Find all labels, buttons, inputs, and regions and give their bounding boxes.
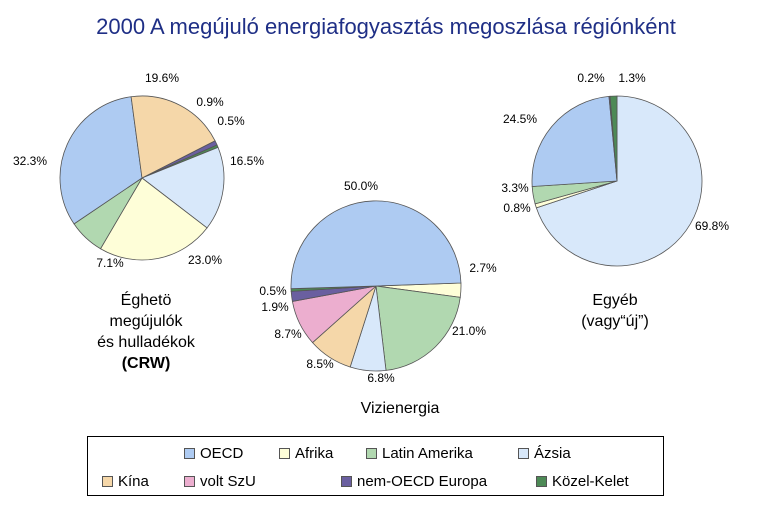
pie-crw-slice-azsia xyxy=(141,146,225,229)
legend-swatch xyxy=(279,447,290,459)
legend-label: volt SzU xyxy=(200,472,256,490)
legend-swatch xyxy=(184,447,195,459)
legend-label: Kína xyxy=(118,472,149,490)
pie-crw-slice-kina xyxy=(130,95,216,179)
legend-label: Közel-Kelet xyxy=(552,472,629,490)
legend-label: OECD xyxy=(200,444,244,462)
chart-title: 2000 A megújuló energiafogyasztás megosz… xyxy=(96,14,676,39)
pie-hydro-label-kina: 8.5% xyxy=(306,357,334,371)
legend-item-kozel: Közel-Kelet xyxy=(536,472,629,490)
pie-hydro-label-afrika: 2.7% xyxy=(469,261,497,275)
pie-other-label-oecd: 24.5% xyxy=(503,112,537,126)
pie-crw-name-line: és hulladékok xyxy=(97,334,195,351)
pie-hydro-label-latam: 21.0% xyxy=(452,324,486,338)
legend-item-kina: Kína xyxy=(102,472,149,490)
legend-swatch xyxy=(184,475,195,487)
legend-swatch xyxy=(366,447,377,459)
legend-item-azsia: Ázsia xyxy=(518,444,571,462)
pie-hydro-label-kozel: 0.5% xyxy=(259,284,287,298)
legend-item-afrika: Afrika xyxy=(279,444,333,462)
pie-other-name: Egyéb (vagy“új”) xyxy=(545,290,685,332)
pie-hydro-label-oecd: 50.0% xyxy=(344,179,378,193)
pie-crw-label-nemoecd: 0.9% xyxy=(196,95,224,109)
legend-label: Latin Amerika xyxy=(382,444,473,462)
pie-crw-label-kina: 19.6% xyxy=(145,71,179,85)
pie-other-name-line: (vagy“új”) xyxy=(581,313,649,330)
pie-crw-label-latam: 7.1% xyxy=(96,256,124,270)
pie-other-label-azsia: 69.8% xyxy=(695,219,729,233)
pie-hydro-name-line: Vizienergia xyxy=(360,400,440,417)
pie-hydro-label-nemoecd: 1.9% xyxy=(261,300,289,314)
pie-other-slice-kozel xyxy=(609,95,618,182)
pie-crw-label-oecd: 32.3% xyxy=(13,154,47,168)
pie-crw-name-line: (CRW) xyxy=(121,355,171,372)
pie-hydro-name: Vizienergia xyxy=(330,398,470,419)
legend-swatch xyxy=(518,447,529,459)
pie-other-label-latam: 3.3% xyxy=(501,181,529,195)
pie-crw-name: Éghetö megújulók és hulladékok (CRW) xyxy=(76,290,216,374)
pie-hydro-label-voltszu: 8.7% xyxy=(274,327,302,341)
pie-crw-label-kozel: 0.5% xyxy=(217,114,245,128)
pie-other-slice-oecd xyxy=(531,95,618,187)
pie-other-label-kozel: 1.3% xyxy=(618,71,646,85)
pie-other-slice-azsia xyxy=(535,95,703,267)
legend-label: Afrika xyxy=(295,444,334,462)
legend-item-nemoecd: nem-OECD Europa xyxy=(341,472,487,490)
legend-swatch xyxy=(102,475,113,487)
legend-item-latam: Latin Amerika xyxy=(366,444,473,462)
legend: OECD Afrika Latin Amerika Ázsia Kína vol… xyxy=(87,436,664,496)
legend-item-voltszu: volt SzU xyxy=(184,472,256,490)
pie-other-name-line: Egyéb xyxy=(592,292,638,309)
legend-swatch xyxy=(536,475,547,487)
legend-label: nem-OECD Europa xyxy=(357,472,488,490)
pie-hydro-slice-latam xyxy=(375,285,461,371)
pie-crw-label-afrika: 23.0% xyxy=(188,253,222,267)
legend-label: Ázsia xyxy=(534,444,571,462)
legend-swatch xyxy=(341,475,352,487)
legend-item-oecd: OECD xyxy=(184,444,243,462)
pie-crw-slice-oecd xyxy=(59,96,143,225)
pie-other-label-nemoecd: 0.2% xyxy=(577,71,605,85)
pie-crw-name-line: megújulók xyxy=(109,313,183,330)
pie-crw-name-line: Éghetö xyxy=(120,292,172,309)
pie-hydro-slice-oecd xyxy=(290,200,462,290)
pie-hydro-label-azsia: 6.8% xyxy=(367,371,395,385)
pie-other-label-afrika: 0.8% xyxy=(503,201,531,215)
pie-crw-slice-afrika xyxy=(99,177,208,261)
pie-crw-label-azsia: 16.5% xyxy=(230,154,264,168)
pie-charts: 0.9% 0.5% 16.5% 23.0% 7.1% 32.3% 19.6% 2.7% 21.0… xyxy=(13,71,729,385)
